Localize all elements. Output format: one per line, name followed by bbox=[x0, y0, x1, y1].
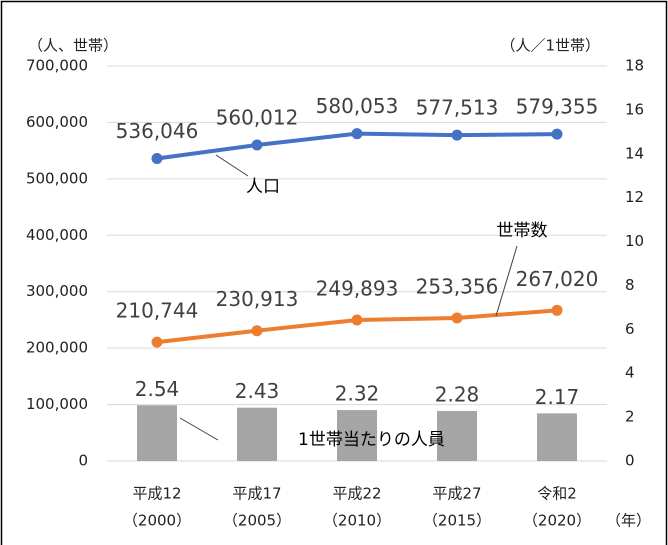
data-label: 2.28 bbox=[435, 382, 480, 406]
y2-tick-label: 0 bbox=[625, 452, 635, 470]
y2-axis-label: （人／1世帯） bbox=[500, 37, 600, 55]
series-annotation: 1世帯当たりの人員 bbox=[298, 430, 445, 450]
annotation-leader bbox=[179, 417, 219, 441]
y2-tick-label: 8 bbox=[625, 276, 635, 294]
bar bbox=[137, 405, 177, 461]
line-marker bbox=[351, 128, 363, 140]
x-tick-sublabel: （2010） bbox=[323, 512, 391, 530]
data-label: 2.32 bbox=[335, 382, 380, 406]
line-marker bbox=[551, 304, 563, 316]
x-tick-label: 平成22 bbox=[332, 485, 381, 503]
y-tick-label: 600,000 bbox=[26, 113, 88, 131]
data-label: 2.17 bbox=[535, 385, 580, 409]
data-label: 560,012 bbox=[216, 105, 299, 129]
data-label: 2.54 bbox=[135, 377, 180, 401]
series-annotation: 人口 bbox=[246, 177, 280, 197]
line-marker bbox=[151, 336, 163, 348]
y2-tick-label: 18 bbox=[625, 57, 644, 75]
x-tick-label: 令和2 bbox=[537, 485, 577, 503]
line-marker bbox=[551, 128, 563, 140]
bar bbox=[337, 410, 377, 461]
x-tick-label: 平成27 bbox=[432, 485, 481, 503]
data-label: 536,046 bbox=[116, 119, 199, 143]
y2-tick-label: 12 bbox=[625, 188, 644, 206]
y-tick-label: 100,000 bbox=[26, 395, 88, 413]
y-tick-label: 400,000 bbox=[26, 226, 88, 244]
y-tick-label: 300,000 bbox=[26, 282, 88, 300]
x-axis-label: （年） bbox=[606, 512, 651, 530]
y2-tick-label: 4 bbox=[625, 364, 635, 382]
y-axis-label: （人、世帯） bbox=[28, 37, 118, 55]
data-label: 579,355 bbox=[516, 95, 599, 119]
bar bbox=[437, 410, 477, 461]
y2-tick-label: 10 bbox=[625, 232, 644, 250]
data-label: 580,053 bbox=[316, 94, 399, 118]
annotation-leader bbox=[495, 245, 518, 317]
x-tick-sublabel: （2020） bbox=[523, 512, 591, 530]
line-marker bbox=[151, 153, 163, 165]
line-marker bbox=[251, 325, 263, 337]
x-tick-label: 平成17 bbox=[232, 485, 281, 503]
series-annotation: 世帯数 bbox=[497, 221, 548, 241]
x-tick-label: 平成12 bbox=[132, 485, 181, 503]
y-tick-label: 0 bbox=[78, 452, 88, 470]
data-label: 249,893 bbox=[316, 276, 399, 300]
data-label: 577,513 bbox=[416, 96, 499, 120]
y2-tick-label: 2 bbox=[625, 408, 635, 426]
x-tick-sublabel: （2000） bbox=[123, 512, 191, 530]
data-label: 253,356 bbox=[416, 275, 499, 299]
y2-tick-label: 16 bbox=[625, 100, 644, 118]
x-tick-sublabel: （2015） bbox=[423, 512, 491, 530]
y-tick-label: 200,000 bbox=[26, 339, 88, 357]
y2-tick-label: 6 bbox=[625, 320, 635, 338]
data-label: 2.43 bbox=[235, 379, 280, 403]
x-tick-sublabel: （2005） bbox=[223, 512, 291, 530]
data-label: 230,913 bbox=[216, 287, 299, 311]
data-label: 267,020 bbox=[516, 267, 599, 291]
y2-tick-label: 14 bbox=[625, 144, 644, 162]
line-marker bbox=[351, 314, 363, 326]
y-tick-label: 700,000 bbox=[26, 57, 88, 75]
y-tick-label: 500,000 bbox=[26, 169, 88, 187]
bar bbox=[237, 407, 277, 461]
line-marker bbox=[251, 139, 263, 151]
line-marker bbox=[451, 312, 463, 324]
data-label: 210,744 bbox=[116, 299, 199, 323]
annotation-leader bbox=[215, 154, 249, 177]
bar bbox=[537, 413, 577, 461]
line-marker bbox=[451, 129, 463, 141]
